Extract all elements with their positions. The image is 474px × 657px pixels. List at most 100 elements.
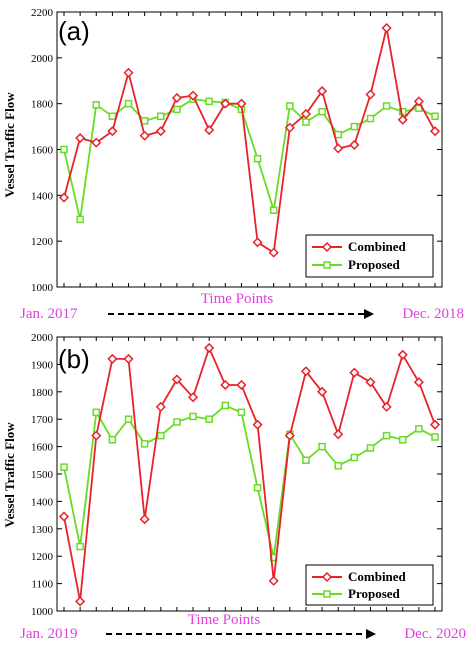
data-point-proposed <box>60 463 68 471</box>
y-tick-label: 1800 <box>31 99 54 111</box>
data-point-proposed <box>431 433 439 441</box>
data-point-proposed <box>124 99 133 108</box>
data-point-proposed <box>382 431 391 440</box>
data-point-proposed <box>140 440 149 448</box>
data-point-combined <box>252 419 263 430</box>
data-point-proposed <box>108 112 117 121</box>
data-point-proposed <box>269 206 278 214</box>
plot-area-a <box>58 22 441 258</box>
data-point-combined <box>187 90 199 101</box>
data-point-proposed <box>189 412 197 421</box>
y-tick-label: 1000 <box>31 282 54 294</box>
legend-label-proposed-b: Proposed <box>348 586 401 601</box>
data-point-combined <box>381 401 392 412</box>
data-point-proposed <box>108 436 117 444</box>
data-point-combined <box>413 96 424 107</box>
chart-panel-b: Vessel Traffic Flow 1000 1100 1200 1300 1400… <box>2 332 466 642</box>
x-axis-label-b: Time Points <box>188 612 261 628</box>
data-point-proposed <box>350 453 359 462</box>
plot-frame-b <box>56 336 443 612</box>
y-tick-label: 1200 <box>31 236 54 248</box>
data-point-combined <box>91 430 102 441</box>
data-point-combined <box>365 377 376 388</box>
y-ticks-b: 1000 1100 1200 1300 1400 1500 1600 1700 1800 1900… <box>31 332 442 618</box>
data-point-combined <box>252 237 263 248</box>
data-point-combined <box>333 143 344 154</box>
data-point-proposed <box>157 431 165 440</box>
data-point-combined <box>107 353 118 364</box>
data-point-combined <box>333 429 344 440</box>
y-tick-label: 2200 <box>31 7 54 19</box>
data-point-proposed <box>318 442 326 451</box>
x-start-label-a: Jan. 2017 <box>20 306 78 322</box>
data-point-combined <box>75 132 86 144</box>
data-point-combined <box>413 377 424 388</box>
y-tick-label: 1800 <box>31 387 54 399</box>
data-point-combined <box>349 139 360 150</box>
series-line-proposed <box>63 404 436 558</box>
data-point-combined <box>317 386 328 397</box>
legend-b: Combined Proposed <box>305 564 434 606</box>
data-point-proposed <box>334 462 342 470</box>
chart-panel-a: Vessel Traffic Flow 1000 1200 1400 1600 1800… <box>2 7 464 322</box>
data-point-combined <box>397 114 408 125</box>
legend-box-a <box>305 234 434 278</box>
data-point-proposed <box>366 114 375 123</box>
data-point-proposed <box>140 117 149 125</box>
data-point-combined <box>220 379 231 391</box>
y-ticks-a: 1000 1200 1400 1600 1800 2000 2200 <box>31 7 442 294</box>
legend-a: Combined Proposed <box>305 234 434 278</box>
time-arrow-head-a <box>364 309 374 319</box>
series-line-combined <box>63 345 436 602</box>
y-tick-label: 1900 <box>31 359 54 371</box>
data-point-proposed <box>237 408 246 417</box>
data-point-combined <box>236 379 247 391</box>
data-point-proposed <box>398 436 407 444</box>
data-point-proposed <box>173 105 181 114</box>
data-point-combined <box>284 122 295 133</box>
data-point-combined <box>220 98 231 109</box>
data-point-proposed <box>205 415 213 423</box>
y-tick-label: 2000 <box>31 53 54 65</box>
data-point-proposed <box>253 154 262 163</box>
data-point-combined <box>75 596 86 607</box>
data-point-combined <box>236 98 247 109</box>
data-point-combined <box>139 130 150 141</box>
data-point-combined <box>381 22 392 34</box>
legend-marker-combined-b <box>321 571 333 583</box>
legend-box-b <box>305 564 434 606</box>
x-end-label-b: Dec. 2020 <box>404 626 466 642</box>
series-line-proposed <box>63 98 436 220</box>
data-point-proposed <box>205 97 213 106</box>
y-axis-label-a: Vessel Traffic Flow <box>2 92 17 198</box>
series-line-combined <box>63 27 436 255</box>
data-point-proposed <box>302 456 310 465</box>
data-point-combined <box>397 349 408 360</box>
data-point-proposed <box>124 415 133 423</box>
data-point-combined <box>171 374 182 385</box>
data-point-proposed <box>286 102 294 110</box>
data-point-combined <box>58 192 70 203</box>
y-tick-label: 1500 <box>31 469 54 481</box>
data-point-combined <box>58 511 70 522</box>
legend-label-combined-a: Combined <box>348 239 407 254</box>
y-tick-label: 1400 <box>31 190 54 202</box>
panel-label-b: (b) <box>58 344 90 374</box>
data-point-proposed <box>334 130 342 139</box>
data-point-combined <box>268 575 279 586</box>
data-point-combined <box>155 401 166 412</box>
legend-marker-proposed-b <box>323 590 331 598</box>
data-point-combined <box>171 92 182 103</box>
data-point-proposed <box>92 101 101 109</box>
data-point-combined <box>187 392 199 403</box>
data-point-proposed <box>382 102 391 110</box>
data-point-combined <box>349 367 360 378</box>
plot-frame-a <box>56 11 443 288</box>
data-point-combined <box>300 108 312 120</box>
data-point-combined <box>429 419 441 430</box>
legend-label-combined-b: Combined <box>348 569 407 584</box>
data-point-combined <box>139 514 150 525</box>
data-point-proposed <box>157 112 165 121</box>
data-point-proposed <box>253 483 262 492</box>
data-point-combined <box>268 247 279 258</box>
